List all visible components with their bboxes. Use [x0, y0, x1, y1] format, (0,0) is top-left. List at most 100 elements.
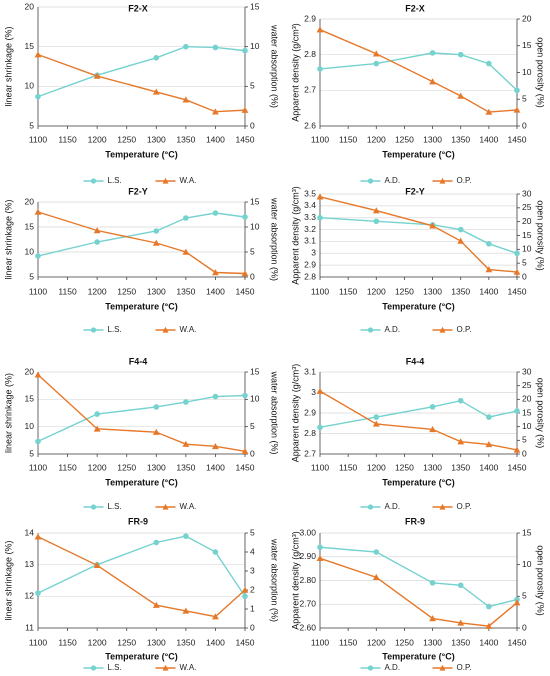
data-point [373, 60, 380, 67]
legend-marker [439, 177, 446, 184]
y-tick-label-left: 3.1 [304, 236, 316, 246]
legend-item: W.A. [155, 325, 196, 334]
data-point [35, 253, 41, 259]
y-axis-label-left: linear shrinkage (%) [3, 26, 13, 106]
data-point [316, 193, 324, 200]
y-tick-label-left: 11 [25, 622, 34, 632]
y-tick-label-right: 0 [522, 448, 527, 458]
y-tick-label-right: 15 [250, 366, 260, 376]
x-tick-label: 1400 [479, 462, 498, 472]
legend-label: O.P. [457, 325, 472, 334]
legend-label: L.S. [108, 176, 122, 185]
y-tick-label-left: 10 [25, 81, 35, 91]
chart-title: F4-4 [406, 356, 425, 366]
x-tick-label: 1450 [508, 134, 527, 144]
x-tick-label: 1200 [88, 462, 107, 472]
y-axis-label-right: water absorption (%) [270, 24, 280, 108]
y-tick-label-right: 15 [250, 196, 260, 206]
x-tick-label: 1150 [58, 286, 77, 296]
y-tick-label-left: 3 [311, 248, 316, 258]
y-tick-label-right: 0 [250, 448, 255, 458]
data-point [93, 561, 101, 569]
data-point [242, 392, 248, 399]
y-tick-label-right: 5 [522, 257, 527, 267]
data-point [242, 593, 248, 600]
y-tick-label-left: 20 [25, 196, 35, 206]
y-tick-label-left: 2.9 [304, 407, 316, 417]
x-tick-label: 1300 [147, 134, 166, 144]
x-tick-label: 1450 [236, 462, 255, 472]
chart-title: F4-4 [129, 356, 148, 366]
x-tick-label: 1350 [451, 286, 470, 296]
data-point [486, 241, 492, 247]
x-tick-label: 1350 [451, 134, 470, 144]
series-line-ad [319, 399, 518, 429]
x-tick-label: 1450 [236, 134, 255, 144]
y-tick-label-right: 30 [522, 366, 532, 376]
x-tick-label: 1300 [147, 286, 166, 296]
data-point [212, 442, 219, 450]
data-point [485, 108, 493, 115]
x-tick-label: 1450 [508, 462, 527, 472]
x-tick-label: 1450 [236, 286, 255, 296]
series-line-op [319, 390, 518, 451]
data-point [212, 613, 219, 620]
y-tick-label-right: 0 [522, 271, 527, 281]
x-tick-label: 1200 [367, 637, 386, 647]
legend-item: A.D. [360, 502, 401, 511]
series-line-wa [37, 536, 246, 618]
data-point [242, 214, 248, 220]
data-point [93, 227, 101, 234]
data-point [183, 399, 189, 405]
x-tick-label: 1150 [339, 286, 358, 296]
y-tick-label-left: 5 [29, 271, 34, 281]
legend-item: O.P. [432, 663, 471, 672]
data-point [486, 603, 492, 610]
y-tick-label-right: 15 [522, 230, 532, 240]
y-tick-label-left: 2.8 [304, 428, 316, 438]
data-point [94, 239, 100, 245]
legend-label: O.P. [457, 176, 472, 185]
x-tick-label: 1300 [423, 462, 442, 472]
legend-item: A.D. [360, 663, 400, 672]
legend-marker [367, 327, 374, 333]
y-tick-label-left: 5 [29, 120, 34, 130]
y-tick-label-right: 20 [522, 216, 532, 226]
legend-marker [162, 326, 169, 333]
data-point [485, 266, 493, 273]
series-line-wa [37, 374, 246, 452]
x-tick-label: 1400 [206, 286, 225, 296]
x-tick-label: 1250 [395, 637, 414, 647]
y-tick-label-right: 25 [522, 380, 532, 390]
y-tick-label-left: 15 [25, 221, 35, 231]
y-axis-label-left: linear shrinkage (%) [3, 540, 13, 620]
data-point [241, 447, 249, 454]
x-tick-label: 1100 [29, 637, 48, 647]
chart-panel-1: F2-X 1100 1150 1200 1250 1300 1350 1400 1450 Temp… [3, 1, 279, 185]
data-point [457, 397, 464, 404]
data-point [457, 51, 464, 58]
legend-marker [439, 664, 446, 671]
x-tick-label: 1250 [117, 462, 136, 472]
legend-item: A.D. [360, 325, 400, 334]
y-tick-label-left: 3.00 [299, 527, 316, 537]
data-point [183, 215, 189, 221]
y-tick-label-right: 10 [250, 221, 260, 231]
y-axis-label-left: Apparent density (g/cm³) [290, 364, 300, 463]
y-tick-label-left: 3.1 [304, 366, 316, 376]
legend-marker [367, 178, 374, 184]
data-point [317, 544, 323, 551]
legend-marker [439, 326, 446, 333]
legend-item: A.D. [360, 176, 400, 185]
x-tick-label: 1300 [147, 637, 166, 647]
y-tick-label-right: 15 [250, 1, 260, 11]
data-point [153, 54, 160, 61]
y-axis-label-left: Apparent density (g/cm³) [290, 186, 300, 285]
y-axis-label-right: water absorption (%) [270, 370, 280, 454]
y-tick-label-left: 3.3 [304, 212, 316, 222]
x-tick-label: 1300 [423, 637, 442, 647]
legend-label: A.D. [385, 502, 401, 511]
x-tick-label: 1100 [311, 286, 330, 296]
y-tick-label-right: 5 [250, 527, 255, 537]
